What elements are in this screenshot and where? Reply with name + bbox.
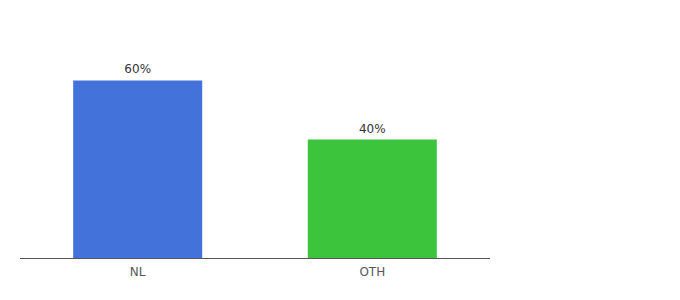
svg-text:NL: NL — [130, 265, 146, 279]
svg-text:40%: 40% — [359, 122, 386, 136]
svg-text:OTH: OTH — [359, 265, 385, 279]
svg-text:60%: 60% — [124, 62, 151, 76]
